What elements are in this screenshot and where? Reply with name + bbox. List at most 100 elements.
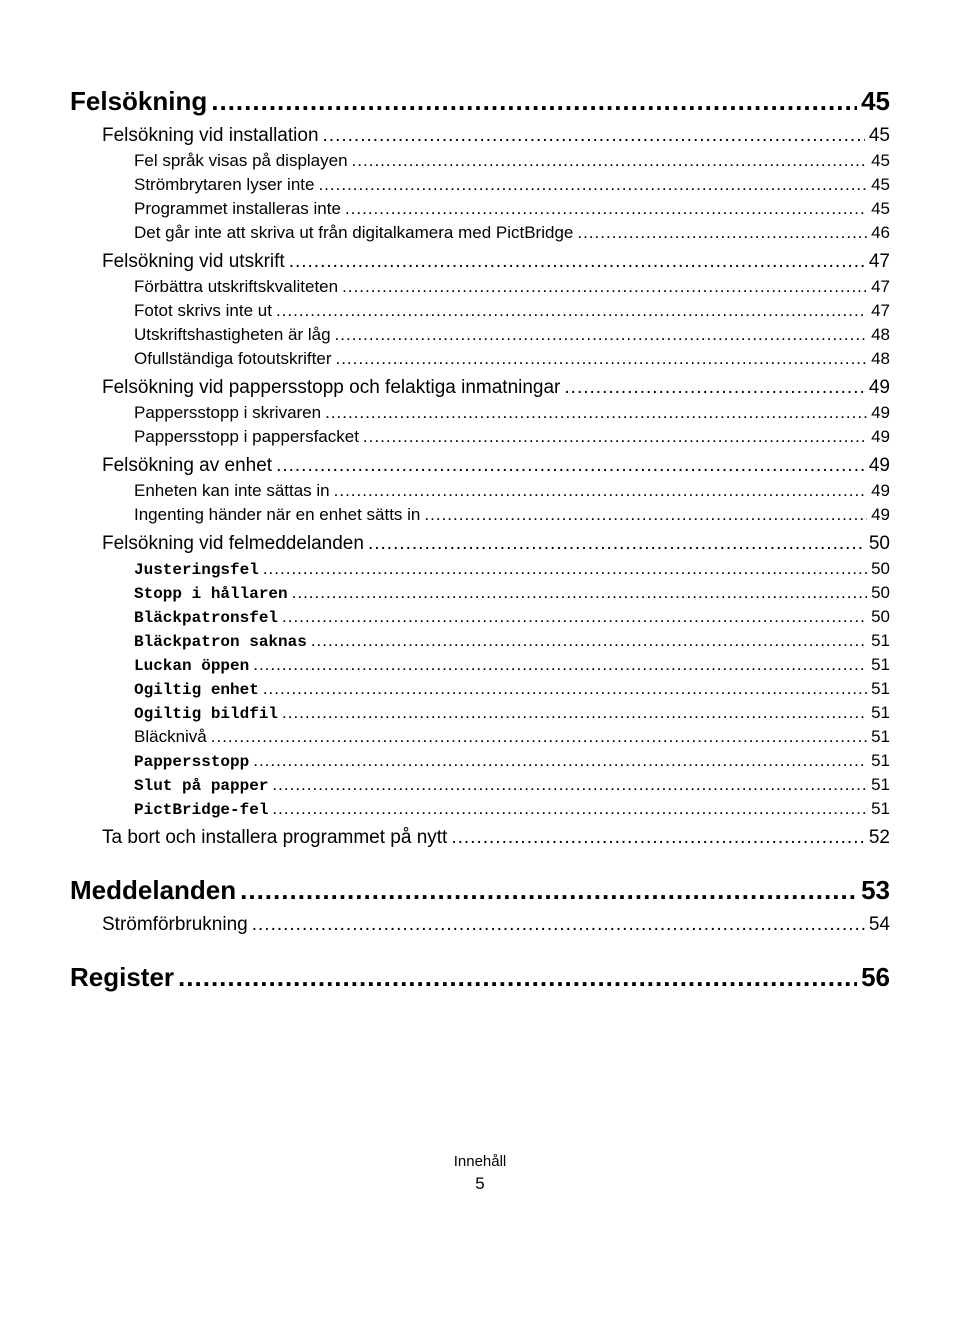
toc-label: Fotot skrivs inte ut	[134, 301, 272, 321]
toc-label: Pappersstopp i skrivaren	[134, 403, 321, 423]
toc-leader-dots	[424, 505, 867, 525]
toc-leader-dots	[368, 533, 865, 555]
toc-luckan-oppen[interactable]: Luckan öppen51	[134, 655, 890, 675]
toc-label: Enheten kan inte sättas in	[134, 481, 330, 501]
toc-label: Ogiltig enhet	[134, 681, 259, 699]
toc-label: Bläckpatron saknas	[134, 633, 307, 651]
toc-page-number: 46	[871, 223, 890, 243]
toc-page-number: 52	[869, 827, 890, 849]
toc-slut-pa-papper[interactable]: Slut på papper51	[134, 775, 890, 795]
toc-pappersstopp[interactable]: Pappersstopp51	[134, 751, 890, 771]
toc-leader-dots	[276, 455, 865, 477]
toc-leader-dots	[252, 914, 865, 936]
toc-felsokning-vid-installation[interactable]: Felsökning vid installation45	[102, 125, 890, 147]
toc-ingenting-hander[interactable]: Ingenting händer när en enhet sätts in49	[134, 505, 890, 525]
toc-leader-dots	[282, 703, 867, 723]
toc-programmet-installeras-inte[interactable]: Programmet installeras inte 45	[134, 199, 890, 219]
toc-enheten-kan-inte[interactable]: Enheten kan inte sättas in 49	[134, 481, 890, 501]
toc-leader-dots	[272, 799, 867, 819]
toc-blackpatronsfel[interactable]: Bläckpatronsfel50	[134, 607, 890, 627]
toc-fel-sprak[interactable]: Fel språk visas på displayen45	[134, 151, 890, 171]
toc-leader-dots	[335, 349, 867, 369]
toc-page-number: 51	[871, 727, 890, 747]
toc-label: Fel språk visas på displayen	[134, 151, 348, 171]
toc-leader-dots	[211, 727, 867, 747]
toc-page-number: 45	[861, 86, 890, 117]
toc-page-number: 51	[871, 631, 890, 651]
toc-register[interactable]: Register 56	[70, 962, 890, 993]
toc-leader-dots	[276, 301, 867, 321]
toc-fotot-skrivs-inte-ut[interactable]: Fotot skrivs inte ut 47	[134, 301, 890, 321]
toc-pictbridge[interactable]: Det går inte att skriva ut från digitalk…	[134, 223, 890, 243]
toc-leader-dots	[342, 277, 867, 297]
toc-blackniva[interactable]: Bläcknivå 51	[134, 727, 890, 747]
toc-leader-dots	[318, 175, 867, 195]
toc-pappersstopp-pappersfacket[interactable]: Pappersstopp i pappersfacket49	[134, 427, 890, 447]
toc-felsokning-vid-felmeddelanden[interactable]: Felsökning vid felmeddelanden50	[102, 533, 890, 555]
toc-leader-dots	[263, 559, 867, 579]
toc-utskriftshastigheten[interactable]: Utskriftshastigheten är låg48	[134, 325, 890, 345]
toc-strombrytaren[interactable]: Strömbrytaren lyser inte45	[134, 175, 890, 195]
toc-label: Utskriftshastigheten är låg	[134, 325, 331, 345]
toc-page-number: 51	[871, 679, 890, 699]
toc-felsokning[interactable]: Felsökning45	[70, 86, 890, 117]
toc-leader-dots	[211, 86, 857, 117]
toc-label: Ta bort och installera programmet på nyt…	[102, 827, 447, 849]
toc-ta-bort-installera[interactable]: Ta bort och installera programmet på nyt…	[102, 827, 890, 849]
toc-page-number: 51	[871, 751, 890, 771]
toc-label: Programmet installeras inte	[134, 199, 341, 219]
toc-label: Felsökning vid utskrift	[102, 251, 285, 273]
toc-meddelanden[interactable]: Meddelanden53	[70, 875, 890, 906]
toc-leader-dots	[325, 403, 867, 423]
toc-label: Det går inte att skriva ut från digitalk…	[134, 223, 573, 243]
toc-leader-dots	[311, 631, 867, 651]
table-of-contents: Felsökning45 Felsökning vid installation4…	[70, 86, 890, 993]
toc-label: Meddelanden	[70, 875, 236, 906]
toc-leader-dots	[451, 827, 865, 849]
toc-pappersstopp-inmatningar[interactable]: Felsökning vid pappersstopp och felaktig…	[102, 377, 890, 399]
toc-justeringsfel[interactable]: Justeringsfel50	[134, 559, 890, 579]
toc-label: Pappersstopp i pappersfacket	[134, 427, 359, 447]
toc-label: Bläcknivå	[134, 727, 207, 747]
toc-label: Ingenting händer när en enhet sätts in	[134, 505, 420, 525]
toc-page-number: 47	[869, 251, 890, 273]
toc-label: Felsökning vid felmeddelanden	[102, 533, 364, 555]
toc-leader-dots	[240, 875, 857, 906]
toc-leader-dots	[363, 427, 867, 447]
toc-blackpatron-saknas[interactable]: Bläckpatron saknas 51	[134, 631, 890, 651]
toc-label: Felsökning vid pappersstopp och felaktig…	[102, 377, 560, 399]
toc-page-number: 49	[871, 481, 890, 501]
toc-stromforbrukning[interactable]: Strömförbrukning54	[102, 914, 890, 936]
toc-page-number: 50	[871, 607, 890, 627]
toc-leader-dots	[345, 199, 867, 219]
toc-page-number: 45	[871, 199, 890, 219]
toc-pictbridge-fel[interactable]: PictBridge-fel51	[134, 799, 890, 819]
page-footer: Innehåll 5	[70, 1153, 890, 1194]
toc-page-number: 51	[871, 655, 890, 675]
toc-forbattra-utskriftskvaliteten[interactable]: Förbättra utskriftskvaliteten47	[134, 277, 890, 297]
toc-page-number: 50	[871, 583, 890, 603]
footer-section-label: Innehåll	[70, 1153, 890, 1170]
toc-leader-dots	[352, 151, 868, 171]
toc-stopp-i-hallaren[interactable]: Stopp i hållaren 50	[134, 583, 890, 603]
toc-ogiltig-enhet[interactable]: Ogiltig enhet 51	[134, 679, 890, 699]
toc-label: Felsökning av enhet	[102, 455, 272, 477]
toc-page-number: 45	[869, 125, 890, 147]
toc-label: Justeringsfel	[134, 561, 259, 579]
toc-leader-dots	[577, 223, 867, 243]
toc-pappersstopp-skrivaren[interactable]: Pappersstopp i skrivaren49	[134, 403, 890, 423]
toc-ogiltig-bildfil[interactable]: Ogiltig bildfil51	[134, 703, 890, 723]
toc-label: Stopp i hållaren	[134, 585, 288, 603]
toc-page-number: 49	[869, 455, 890, 477]
toc-label: PictBridge-fel	[134, 801, 268, 819]
toc-label: Register	[70, 962, 174, 993]
toc-ofullstandiga[interactable]: Ofullständiga fotoutskrifter48	[134, 349, 890, 369]
toc-felsokning-vid-utskrift[interactable]: Felsökning vid utskrift 47	[102, 251, 890, 273]
toc-page-number: 47	[871, 301, 890, 321]
toc-page-number: 48	[871, 349, 890, 369]
footer-page-number: 5	[70, 1174, 890, 1194]
toc-leader-dots	[272, 775, 867, 795]
toc-page-number: 56	[861, 962, 890, 993]
toc-leader-dots	[335, 325, 868, 345]
toc-felsokning-av-enhet[interactable]: Felsökning av enhet 49	[102, 455, 890, 477]
